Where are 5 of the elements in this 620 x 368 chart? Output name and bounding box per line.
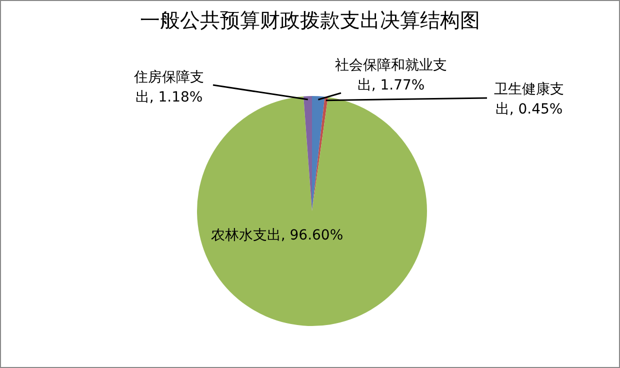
chart-title: 一般公共预算财政拨款支出决算结构图 xyxy=(139,7,481,34)
slice-label: 卫生健康支出, 0.45% xyxy=(494,82,564,118)
slice-label: 社会保障和就业支出, 1.77% xyxy=(335,58,447,94)
slice-label: 农林水支出, 96.60% xyxy=(210,228,344,244)
slice-label: 住房保障支出, 1.18% xyxy=(133,70,204,106)
